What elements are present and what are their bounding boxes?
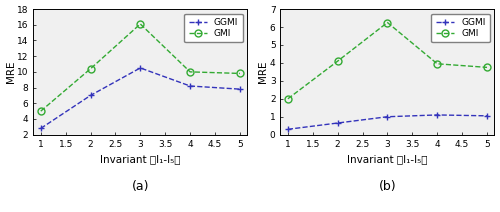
GGMI xyxy=(38,127,44,130)
GGMI xyxy=(384,116,390,118)
GGMI xyxy=(334,122,340,124)
Line: GGMI: GGMI xyxy=(284,112,490,133)
Y-axis label: MRE: MRE xyxy=(6,61,16,83)
Y-axis label: MRE: MRE xyxy=(258,61,268,83)
GMI xyxy=(334,60,340,62)
GGMI xyxy=(484,114,490,117)
GGMI xyxy=(187,85,193,87)
GMI xyxy=(285,98,291,100)
Line: GMI: GMI xyxy=(38,21,244,115)
X-axis label: Invariant （I₁-I₅）: Invariant （I₁-I₅） xyxy=(347,154,428,164)
GGMI xyxy=(285,128,291,131)
Legend: GGMI, GMI: GGMI, GMI xyxy=(431,14,490,42)
Text: (b): (b) xyxy=(378,180,396,193)
GMI xyxy=(484,66,490,69)
GGMI xyxy=(237,88,243,90)
Legend: GGMI, GMI: GGMI, GMI xyxy=(184,14,243,42)
GMI xyxy=(38,110,44,112)
GMI xyxy=(384,21,390,24)
GMI xyxy=(88,67,94,70)
GMI xyxy=(434,63,440,65)
GMI xyxy=(187,71,193,73)
Line: GGMI: GGMI xyxy=(38,64,244,132)
GGMI xyxy=(138,67,143,69)
GMI xyxy=(237,72,243,75)
GGMI xyxy=(434,114,440,116)
Line: GMI: GMI xyxy=(284,19,490,102)
Text: (a): (a) xyxy=(132,180,149,193)
GGMI xyxy=(88,94,94,97)
X-axis label: Invariant （I₁-I₅）: Invariant （I₁-I₅） xyxy=(100,154,180,164)
GMI xyxy=(138,23,143,25)
